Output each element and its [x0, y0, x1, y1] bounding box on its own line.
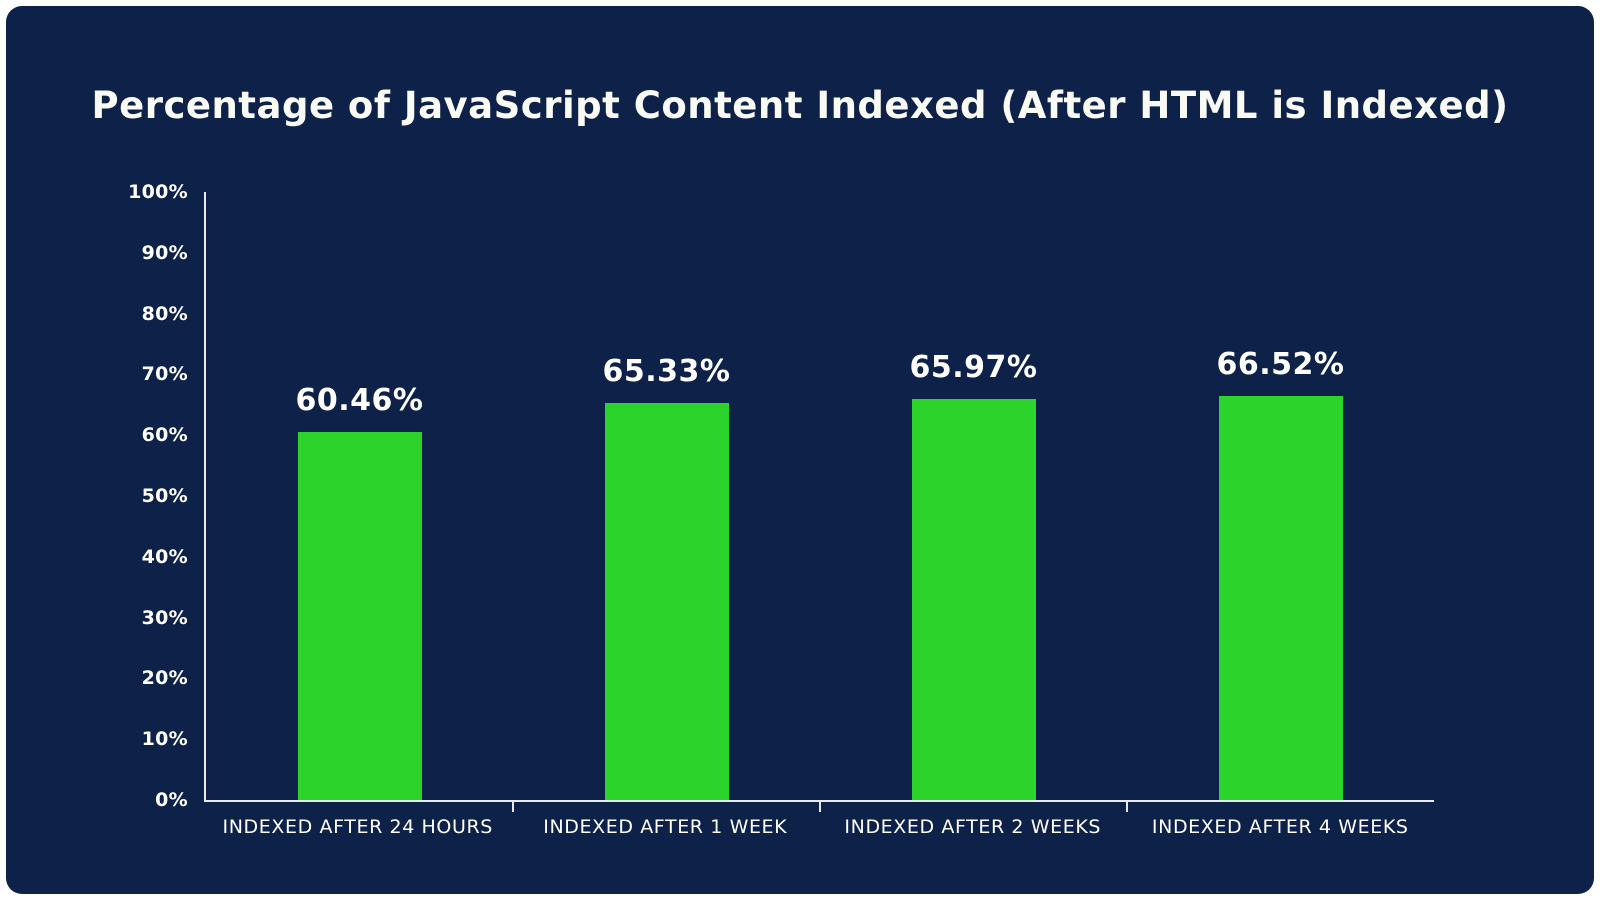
x-axis-category-label: INDEXED AFTER 1 WEEK: [543, 816, 788, 838]
bar-1: [297, 432, 422, 800]
y-axis-tick-label: 100%: [128, 181, 188, 203]
y-axis-tick-label: 60%: [141, 424, 188, 447]
y-axis-tick-label: 50%: [141, 485, 188, 507]
y-axis-tick-label: 90%: [141, 241, 188, 264]
y-axis-tick-label: 40%: [141, 545, 188, 568]
y-axis-tick-label: 30%: [141, 606, 188, 629]
x-axis-labels: INDEXED AFTER 24 HOURS INDEXED AFTER 1 WE…: [204, 802, 1434, 838]
bar-2: [604, 402, 729, 800]
x-axis-tick: [819, 800, 821, 812]
y-axis-tick-label: 80%: [141, 302, 188, 325]
x-axis-tick: [1126, 800, 1128, 812]
y-axis-tick-label: 10%: [141, 728, 188, 751]
chart-title: Percentage of JavaScript Content Indexed…: [91, 84, 1509, 127]
x-axis-tick: [512, 800, 514, 812]
y-axis-tick-label: 20%: [141, 667, 188, 690]
chart-background: Percentage of JavaScript Content Indexed…: [6, 6, 1594, 894]
x-axis-category-label: INDEXED AFTER 4 WEEKS: [1151, 816, 1409, 838]
bar-slot: 65.33%: [513, 192, 820, 800]
bar-value-label: 66.52%: [1216, 346, 1345, 382]
bar-slot: 66.52%: [1127, 192, 1434, 800]
bar-value-label: 65.33%: [602, 353, 731, 389]
bar-slot: 60.46%: [206, 192, 513, 800]
y-axis-tick-label: 0%: [155, 789, 188, 811]
bar-3: [911, 398, 1036, 800]
bar-chart: 0% 10% 20% 30% 40% 50% 60% 70% 80% 90% 100% 60.46%…: [126, 181, 1446, 852]
x-axis-category-label: INDEXED AFTER 2 WEEKS: [844, 816, 1102, 838]
y-axis-tick-label: 70%: [141, 363, 188, 386]
x-axis-category-label: INDEXED AFTER 24 HOURS: [222, 816, 493, 838]
bar-value-label: 60.46%: [295, 383, 424, 419]
bar-value-label: 65.97%: [909, 349, 1038, 385]
y-axis-labels: 0% 10% 20% 30% 40% 50% 60% 70% 80% 90% 100%: [126, 181, 204, 811]
plot-area: 60.46% 65.33% 65.97% 66.52%: [204, 192, 1434, 812]
bar-slot: 65.97%: [820, 192, 1127, 800]
bar-4: [1218, 395, 1343, 800]
